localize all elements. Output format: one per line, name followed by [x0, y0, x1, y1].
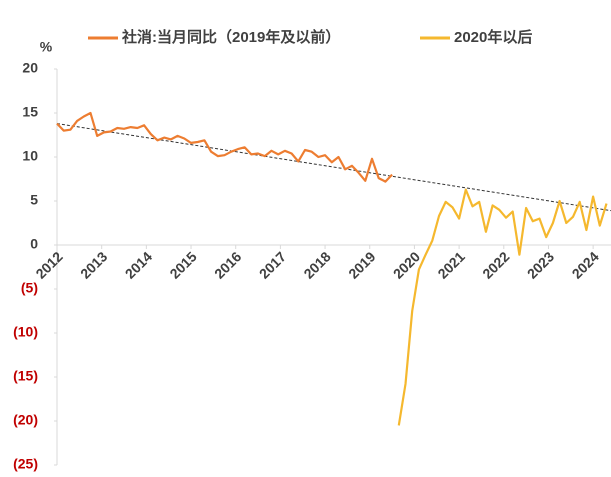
y-tick-label: (5) — [21, 280, 38, 296]
y-tick-label: 20 — [22, 60, 38, 76]
y-tick-label: 0 — [30, 236, 38, 252]
x-tick-label: 2018 — [300, 248, 333, 281]
y-tick-label: (10) — [13, 324, 38, 340]
y-tick-label: (20) — [13, 412, 38, 428]
trendline — [56, 123, 611, 212]
x-tick-label: 2013 — [77, 248, 110, 281]
x-tick-label: 2021 — [434, 248, 467, 281]
y-tick-label: (15) — [13, 368, 38, 384]
x-tick-label: 2017 — [256, 248, 289, 281]
x-tick-label: 2019 — [345, 248, 378, 281]
series-line — [56, 111, 393, 183]
y-tick-label: 10 — [22, 148, 38, 164]
y-tick-label: (25) — [13, 456, 38, 472]
x-tick-label: 2012 — [32, 248, 65, 281]
legend-label: 2020年以后 — [454, 28, 532, 46]
x-tick-label: 2022 — [479, 248, 512, 281]
y-unit: % — [40, 39, 53, 55]
x-tick-label: 2023 — [524, 248, 557, 281]
series-line — [397, 188, 608, 426]
y-tick-label: 15 — [22, 104, 38, 120]
x-tick-label: 2015 — [166, 248, 199, 281]
x-tick-label: 2014 — [122, 248, 155, 281]
legend-label: 社消:当月同比（2019年及以前） — [121, 28, 340, 46]
y-tick-label: 5 — [30, 192, 38, 208]
x-tick-label: 2016 — [211, 248, 244, 281]
x-tick-label: 2024 — [569, 248, 602, 281]
